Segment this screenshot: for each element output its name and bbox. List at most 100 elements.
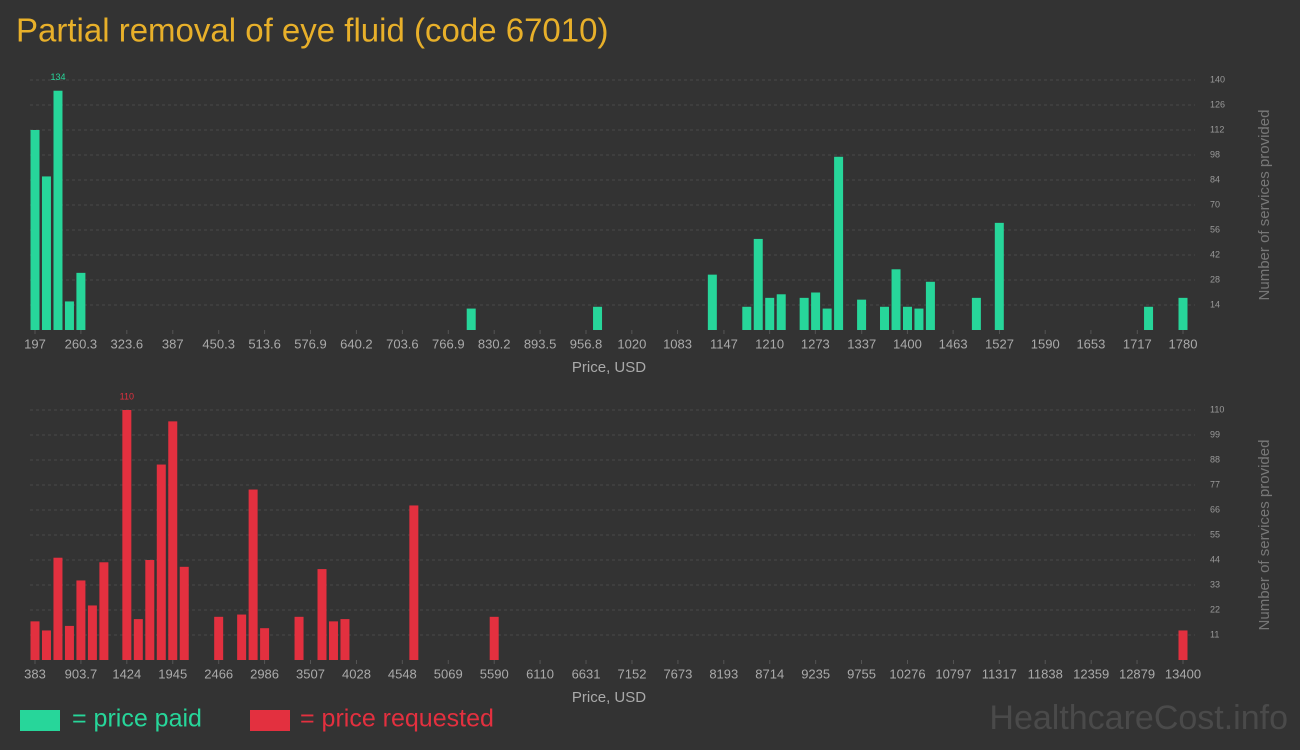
x-tick-label: 576.9: [294, 336, 327, 351]
x-tick-label: 13400: [1165, 666, 1201, 681]
bar: [179, 566, 189, 660]
x-tick-label: 1147: [710, 336, 738, 351]
bar: [328, 621, 338, 660]
bar: [64, 625, 74, 660]
bar: [30, 621, 40, 660]
x-tick-label: 1424: [112, 666, 141, 681]
bar: [294, 616, 304, 660]
data-label: 134: [50, 72, 65, 82]
x-tick-label: 260.3: [65, 336, 98, 351]
bar: [707, 274, 717, 330]
bar: [99, 562, 109, 660]
x-tick-label: 12879: [1119, 666, 1155, 681]
x-tick-label: 1463: [939, 336, 968, 351]
y-tick-label: 98: [1210, 149, 1220, 159]
bar: [53, 90, 63, 330]
x-tick-label: 4548: [388, 666, 417, 681]
bar: [41, 176, 51, 330]
y-tick-label: 55: [1210, 529, 1220, 539]
bar: [765, 297, 775, 330]
x-tick-label: 387: [162, 336, 184, 351]
y-tick-label: 126: [1210, 99, 1225, 109]
bar: [593, 306, 603, 330]
bar: [753, 238, 763, 330]
legend-label: = price requested: [300, 705, 494, 733]
bar: [87, 605, 97, 660]
bar: [1178, 297, 1188, 330]
y-tick-label: 56: [1210, 224, 1220, 234]
bar: [880, 306, 890, 330]
x-tick-label: 1717: [1123, 336, 1152, 351]
bar: [156, 464, 166, 660]
x-tick-label: 766.9: [432, 336, 465, 351]
y-tick-label: 99: [1210, 429, 1220, 439]
x-tick-label: 12359: [1073, 666, 1109, 681]
x-tick-label: 703.6: [386, 336, 419, 351]
bar: [994, 222, 1004, 330]
y-tick-label: 112: [1210, 124, 1224, 134]
y-tick-label: 66: [1210, 504, 1220, 514]
x-axis-title: Price, USD: [572, 689, 646, 706]
x-tick-label: 8193: [709, 666, 738, 681]
bar: [214, 616, 224, 660]
x-tick-label: 5590: [480, 666, 509, 681]
x-tick-label: 956.8: [570, 336, 603, 351]
x-tick-label: 513.6: [248, 336, 281, 351]
y-tick-label: 28: [1210, 274, 1220, 284]
bar: [260, 628, 270, 660]
y-tick-label: 88: [1210, 454, 1220, 464]
bar: [168, 421, 178, 660]
bar: [340, 619, 350, 660]
bar: [41, 630, 51, 660]
bar: [76, 272, 86, 330]
bar: [64, 301, 74, 330]
x-tick-label: 450.3: [202, 336, 235, 351]
y-tick-label: 33: [1210, 579, 1220, 589]
y-axis-title: Number of services provided: [1256, 440, 1273, 631]
y-axis-title: Number of services provided: [1256, 110, 1273, 301]
x-tick-label: 2466: [204, 666, 233, 681]
x-tick-label: 197: [24, 336, 46, 351]
x-tick-label: 2986: [250, 666, 279, 681]
x-tick-label: 1020: [617, 336, 646, 351]
x-tick-label: 9755: [847, 666, 876, 681]
x-tick-label: 7152: [618, 666, 647, 681]
bar: [914, 308, 924, 330]
x-tick-label: 6110: [526, 666, 554, 681]
bar: [76, 580, 86, 660]
y-tick-label: 110: [1210, 404, 1224, 414]
bar: [971, 297, 981, 330]
x-tick-label: 1083: [663, 336, 692, 351]
x-tick-label: 7673: [663, 666, 692, 681]
bar: [145, 560, 155, 660]
bar: [409, 505, 419, 660]
legend-label: = price paid: [72, 705, 202, 733]
x-tick-label: 5069: [434, 666, 463, 681]
bar: [489, 616, 499, 660]
bar: [834, 156, 844, 330]
data-label: 110: [120, 391, 134, 401]
bar: [891, 269, 901, 330]
bar: [53, 557, 63, 660]
x-tick-label: 11838: [1028, 666, 1063, 681]
y-tick-label: 14: [1210, 299, 1220, 309]
legend-swatch: [250, 710, 290, 731]
bar: [925, 281, 935, 330]
x-tick-label: 1780: [1169, 336, 1198, 351]
x-tick-label: 9235: [801, 666, 830, 681]
bar: [857, 299, 867, 330]
bar: [822, 308, 832, 330]
bar: [317, 569, 327, 660]
x-tick-label: 4028: [342, 666, 371, 681]
x-tick-label: 11317: [982, 666, 1017, 681]
y-tick-label: 140: [1210, 74, 1225, 84]
bar: [466, 308, 476, 330]
y-tick-label: 77: [1210, 479, 1220, 489]
y-tick-label: 22: [1210, 604, 1220, 614]
y-tick-label: 70: [1210, 199, 1220, 209]
x-tick-label: 893.5: [524, 336, 557, 351]
x-tick-label: 10276: [889, 666, 925, 681]
bar: [799, 297, 809, 330]
